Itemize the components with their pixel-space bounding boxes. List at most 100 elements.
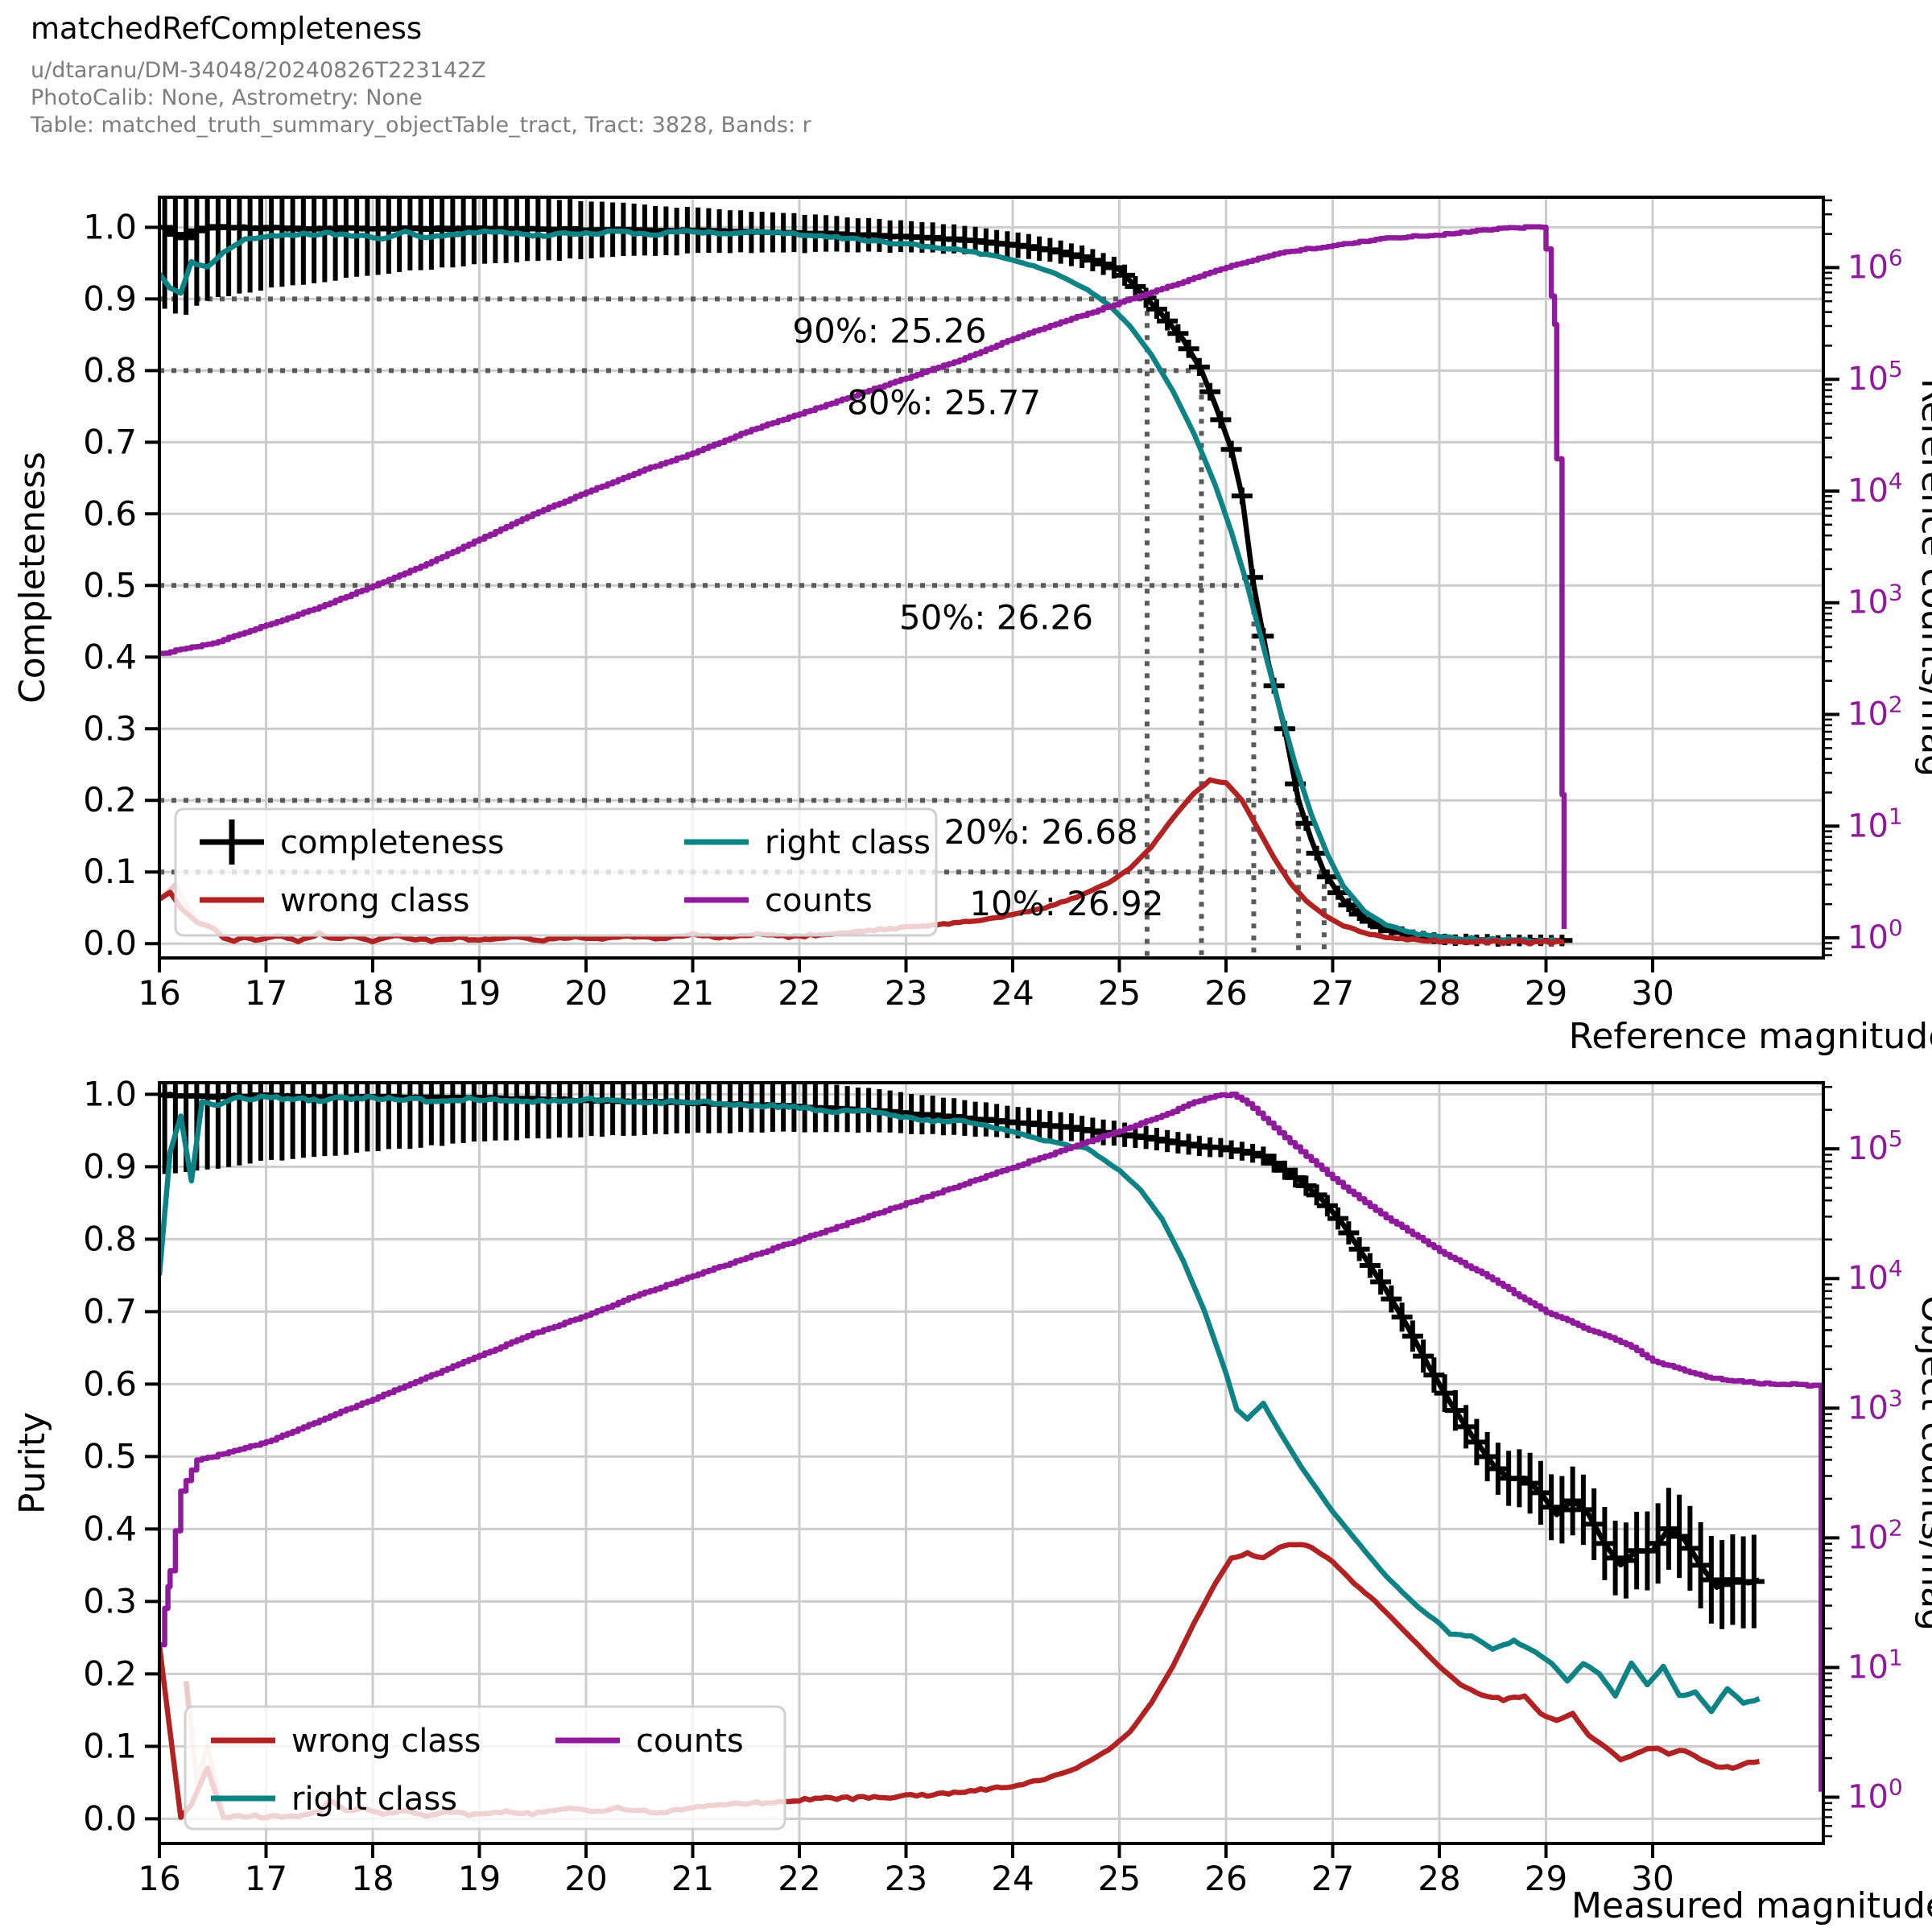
series-right-class: [159, 228, 1566, 945]
right-tick-label: 102: [1847, 691, 1903, 733]
x-tick-label: 18: [351, 1859, 394, 1898]
y-tick-label: 0.4: [83, 1509, 137, 1548]
guide-label: 10%: 26.92: [969, 884, 1163, 923]
x-tick-label: 24: [991, 973, 1034, 1013]
series-right-class: [159, 1093, 1761, 1715]
y-tick-label: 0.5: [83, 1436, 137, 1476]
x-tick-label: 25: [1098, 973, 1141, 1013]
right-tick-label: 105: [1847, 1125, 1903, 1167]
x-tick-label: 22: [778, 973, 820, 1013]
figure-subtitle-run: u/dtaranu/DM-34048/20240826T223142Z: [31, 58, 486, 83]
axis-label-y: Purity: [12, 1412, 53, 1514]
legend-label: wrong class: [291, 1723, 481, 1760]
guide-label: 50%: 26.26: [899, 597, 1093, 637]
right-tick-label: 100: [1847, 914, 1903, 956]
errorbars-purity: [159, 1083, 1765, 1629]
x-tick-label: 20: [564, 1859, 607, 1898]
legend-label: counts: [765, 882, 873, 919]
x-tick-label: 19: [458, 973, 501, 1013]
x-tick-label: 26: [1204, 973, 1247, 1013]
y-tick-label: 0.2: [83, 780, 137, 819]
y-tick-label: 1.0: [83, 207, 137, 246]
axis-label-y: Completeness: [12, 452, 53, 704]
figure-title: matchedRefCompleteness: [31, 11, 423, 46]
axis-label-x: Measured magnitude: [1571, 1885, 1932, 1926]
right-tick-label: 102: [1847, 1514, 1903, 1556]
series-counts: [159, 224, 1567, 929]
y-tick-label: 0.1: [83, 852, 137, 891]
x-tick-label: 17: [245, 973, 287, 1013]
guide-label: 90%: 25.26: [792, 311, 986, 350]
y-tick-label: 1.0: [83, 1074, 137, 1113]
right-tick-label: 101: [1847, 1644, 1903, 1686]
x-tick-label: 18: [351, 973, 394, 1013]
plot-spine: [158, 196, 1825, 960]
right-tick-label: 103: [1847, 1385, 1903, 1426]
x-tick-label: 30: [1631, 1859, 1674, 1898]
figure-subtitle-table: Table: matched_truth_summary_objectTable…: [31, 112, 811, 138]
figure-header: matchedRefCompleteness u/dtaranu/DM-3404…: [31, 11, 811, 138]
x-tick-label: 23: [885, 973, 927, 1013]
series-counts: [159, 1091, 1823, 1792]
y-tick-label: 0.3: [83, 1581, 137, 1620]
right-tick-label: 103: [1847, 580, 1903, 621]
x-tick-label: 21: [671, 1859, 714, 1898]
x-tick-label: 29: [1525, 973, 1567, 1013]
x-tick-label: 19: [458, 1859, 501, 1898]
x-tick-label: 27: [1311, 973, 1354, 1013]
y-tick-label: 0.7: [83, 422, 137, 461]
x-tick-label: 17: [245, 1859, 287, 1898]
right-tick-label: 104: [1847, 468, 1903, 510]
axis-label-x: Reference magnitude: [1569, 1016, 1932, 1057]
x-tick-label: 25: [1098, 1859, 1141, 1898]
x-tick-label: 30: [1631, 973, 1674, 1013]
x-tick-label: 28: [1418, 973, 1460, 1013]
legend-label: completeness: [280, 824, 504, 861]
y-tick-label: 0.8: [83, 1219, 137, 1258]
y-tick-label: 0.3: [83, 708, 137, 748]
y-tick-label: 0.1: [83, 1726, 137, 1765]
y-tick-label: 0.6: [83, 493, 137, 533]
plot-spine: [158, 1081, 1825, 1845]
legend-label: wrong class: [280, 882, 470, 919]
legend-box: [184, 1705, 786, 1831]
axis-label-right: Reference counts/mag: [1913, 378, 1932, 777]
axis-label-right: Object counts/mag: [1913, 1295, 1932, 1631]
x-tick-label: 20: [564, 973, 607, 1013]
legend-label: right class: [291, 1781, 457, 1818]
guide-label: 20%: 26.68: [944, 812, 1138, 852]
y-tick-label: 0.4: [83, 637, 137, 676]
x-tick-label: 16: [138, 973, 180, 1013]
x-tick-label: 16: [138, 1859, 180, 1898]
y-tick-label: 0.8: [83, 350, 137, 390]
y-tick-label: 0.0: [83, 1798, 137, 1838]
y-tick-label: 0.9: [83, 279, 137, 318]
y-tick-label: 0.9: [83, 1146, 137, 1186]
x-tick-label: 23: [885, 1859, 927, 1898]
x-tick-label: 24: [991, 1859, 1034, 1898]
y-tick-label: 0.6: [83, 1364, 137, 1403]
y-tick-label: 0.5: [83, 565, 137, 605]
y-tick-label: 0.2: [83, 1653, 137, 1693]
x-tick-label: 28: [1418, 1859, 1460, 1898]
x-tick-label: 26: [1204, 1859, 1247, 1898]
guide-label: 80%: 25.77: [847, 382, 1041, 422]
right-tick-label: 105: [1847, 356, 1903, 398]
x-tick-label: 27: [1311, 1859, 1354, 1898]
x-tick-label: 21: [671, 973, 714, 1013]
legend-label: right class: [765, 824, 931, 861]
plot-bottom: 16 17 18 19 20 21 22 23 24 25 26 27 28 29 30 0.0 0.1 0.2 0…: [12, 1074, 1932, 1926]
right-tick-label: 101: [1847, 803, 1903, 844]
right-tick-label: 100: [1847, 1773, 1903, 1815]
y-tick-label: 0.0: [83, 923, 137, 963]
legend-label: counts: [636, 1723, 744, 1760]
x-tick-label: 22: [778, 1859, 820, 1898]
plot-top: 90%: 25.26 80%: 25.77 50%: 26.26 20%: 26.68…: [12, 196, 1932, 1057]
series-purity: [164, 1092, 1761, 1590]
legend: completeness wrong class right class counts: [174, 807, 938, 937]
right-tick-label: 106: [1847, 244, 1903, 286]
y-tick-label: 0.7: [83, 1291, 137, 1331]
figure-subtitle-calib: PhotoCalib: None, Astrometry: None: [31, 85, 423, 110]
right-tick-label: 104: [1847, 1255, 1903, 1297]
